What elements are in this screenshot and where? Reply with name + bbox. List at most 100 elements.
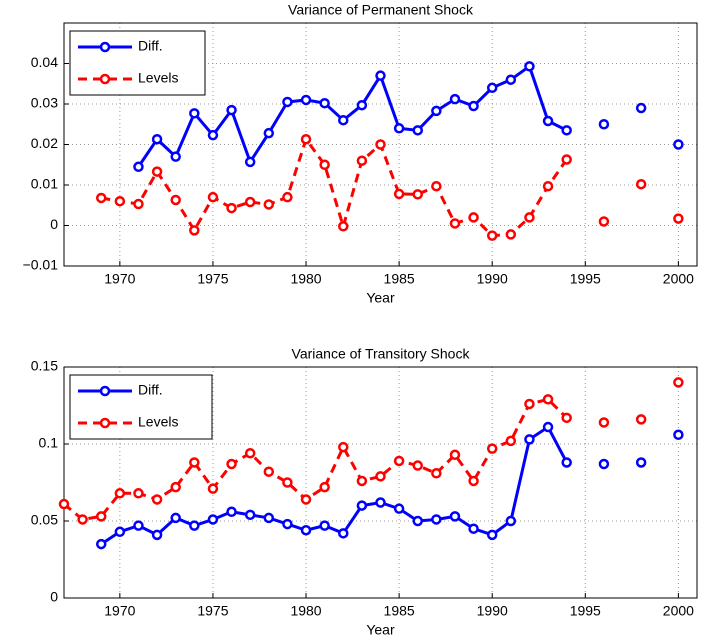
data-point bbox=[598, 216, 610, 227]
legend-marker bbox=[99, 73, 111, 85]
data-point bbox=[77, 514, 88, 525]
data-point bbox=[226, 202, 237, 214]
data-point bbox=[170, 194, 181, 206]
x-tick-label: 1995 bbox=[570, 271, 601, 287]
data-point bbox=[244, 196, 256, 208]
data-point bbox=[393, 123, 405, 134]
axes-box bbox=[63, 22, 698, 267]
data-point bbox=[133, 520, 144, 531]
legend-marker bbox=[99, 417, 111, 429]
data-point bbox=[635, 102, 647, 114]
data-point bbox=[133, 198, 144, 210]
x-tick-label: 1985 bbox=[384, 271, 415, 287]
x-tick-label: 1970 bbox=[104, 271, 135, 287]
axes-box bbox=[63, 366, 698, 599]
legend-label: Diff. bbox=[138, 38, 163, 54]
data-point bbox=[375, 497, 386, 508]
data-point bbox=[412, 189, 423, 200]
data-point bbox=[542, 421, 554, 433]
data-point bbox=[375, 471, 386, 482]
x-axis-label: Year bbox=[366, 290, 395, 306]
data-point bbox=[58, 498, 70, 510]
data-point bbox=[393, 188, 405, 200]
data-point bbox=[282, 191, 293, 203]
data-point bbox=[505, 74, 517, 85]
x-tick-label: 1975 bbox=[197, 603, 228, 619]
data-point bbox=[468, 212, 479, 223]
data-point bbox=[542, 180, 554, 192]
data-point bbox=[598, 458, 610, 470]
data-point bbox=[393, 503, 405, 514]
data-point bbox=[468, 475, 479, 487]
data-point bbox=[282, 96, 293, 108]
data-point bbox=[356, 155, 368, 166]
x-tick-label: 1995 bbox=[570, 603, 601, 619]
x-tick-label: 1990 bbox=[477, 603, 508, 619]
data-point bbox=[375, 139, 386, 150]
data-point bbox=[300, 494, 312, 505]
x-tick-label: 1980 bbox=[290, 271, 321, 287]
data-point bbox=[226, 104, 237, 116]
data-point bbox=[505, 229, 517, 240]
data-point bbox=[151, 529, 163, 541]
data-point bbox=[319, 481, 330, 493]
data-point bbox=[449, 511, 461, 522]
data-point bbox=[505, 515, 517, 527]
data-point bbox=[189, 457, 200, 468]
data-point bbox=[263, 466, 275, 477]
y-tick-label: 0.01 bbox=[31, 176, 58, 192]
data-point bbox=[207, 191, 219, 203]
data-point bbox=[189, 225, 200, 236]
x-tick-label: 1990 bbox=[477, 271, 508, 287]
data-point bbox=[412, 125, 423, 136]
data-point bbox=[151, 494, 163, 505]
data-point bbox=[449, 449, 461, 461]
data-point bbox=[170, 151, 181, 162]
data-point bbox=[524, 434, 535, 445]
data-point bbox=[598, 119, 610, 130]
data-point bbox=[486, 82, 498, 94]
data-point bbox=[412, 460, 423, 471]
data-point bbox=[114, 526, 126, 538]
data-point bbox=[561, 457, 572, 468]
data-point bbox=[356, 500, 368, 511]
data-point bbox=[300, 133, 312, 145]
legend-marker bbox=[99, 385, 111, 397]
data-point bbox=[449, 218, 461, 229]
data-point bbox=[486, 529, 498, 541]
x-tick-label: 1985 bbox=[384, 603, 415, 619]
data-point bbox=[598, 417, 610, 428]
data-point bbox=[431, 180, 442, 192]
data-point bbox=[468, 100, 479, 112]
data-point bbox=[207, 514, 219, 525]
data-point bbox=[635, 178, 647, 190]
data-point bbox=[393, 455, 405, 467]
data-point bbox=[486, 443, 498, 454]
x-tick-label: 1975 bbox=[197, 271, 228, 287]
data-point bbox=[319, 97, 330, 109]
data-point bbox=[468, 523, 479, 534]
legend-label: Levels bbox=[138, 70, 178, 86]
data-point bbox=[524, 212, 535, 223]
x-tick-label: 2000 bbox=[663, 603, 694, 619]
data-point bbox=[561, 125, 572, 136]
data-point bbox=[189, 520, 200, 531]
data-point bbox=[524, 398, 535, 410]
data-point bbox=[133, 161, 144, 173]
x-axis-label: Year bbox=[366, 622, 395, 638]
data-point bbox=[673, 429, 684, 441]
data-point bbox=[189, 108, 200, 119]
data-point bbox=[375, 70, 386, 81]
y-tick-label: 0.02 bbox=[31, 135, 58, 151]
data-point bbox=[356, 475, 368, 487]
data-point bbox=[673, 213, 684, 224]
y-tick-label: 0 bbox=[50, 589, 58, 605]
data-point bbox=[431, 468, 442, 479]
data-point bbox=[170, 481, 181, 493]
data-point bbox=[114, 195, 126, 207]
legend-box bbox=[69, 30, 206, 96]
data-point bbox=[561, 412, 572, 424]
data-point bbox=[635, 457, 647, 468]
data-point bbox=[542, 115, 554, 127]
